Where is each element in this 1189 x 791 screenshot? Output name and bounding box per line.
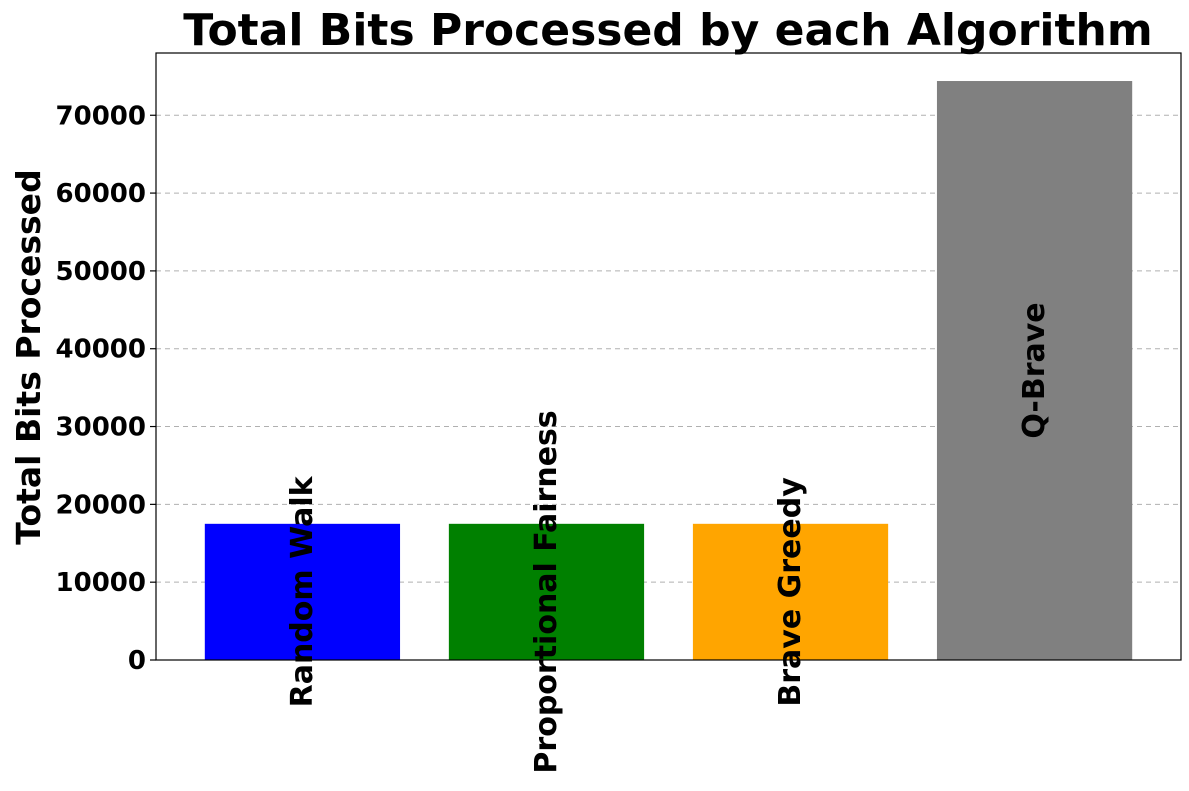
y-tick-label: 70000 [56,101,146,131]
y-tick-label: 10000 [56,568,146,598]
y-axis: 0 10000 20000 30000 40000 50000 60000 70000 [56,101,156,676]
y-tick-label: 20000 [56,490,146,520]
bar-label: Q-Brave [1017,302,1052,438]
chart-title: Total Bits Processed by each Algorithm [183,5,1152,56]
bar-label: Random Walk [285,475,320,707]
y-tick-label: 50000 [56,257,146,287]
bar [448,523,645,660]
bar [692,523,889,660]
bars [204,81,1133,660]
axes-frame [155,52,1182,661]
bar-label: Brave Greedy [773,477,808,707]
bar [936,81,1133,660]
y-tick-label: 30000 [56,413,146,443]
y-axis-label: Total Bits Processed [9,169,48,544]
bar [204,523,401,660]
y-tick-label: 60000 [56,179,146,209]
y-tick-label: 40000 [56,335,146,365]
bar-label: Proportional Fairness [529,410,564,773]
bar-labels: Random Walk Proportional Fairness Brave Gr… [285,302,1052,773]
y-tick-label: 0 [128,646,146,676]
